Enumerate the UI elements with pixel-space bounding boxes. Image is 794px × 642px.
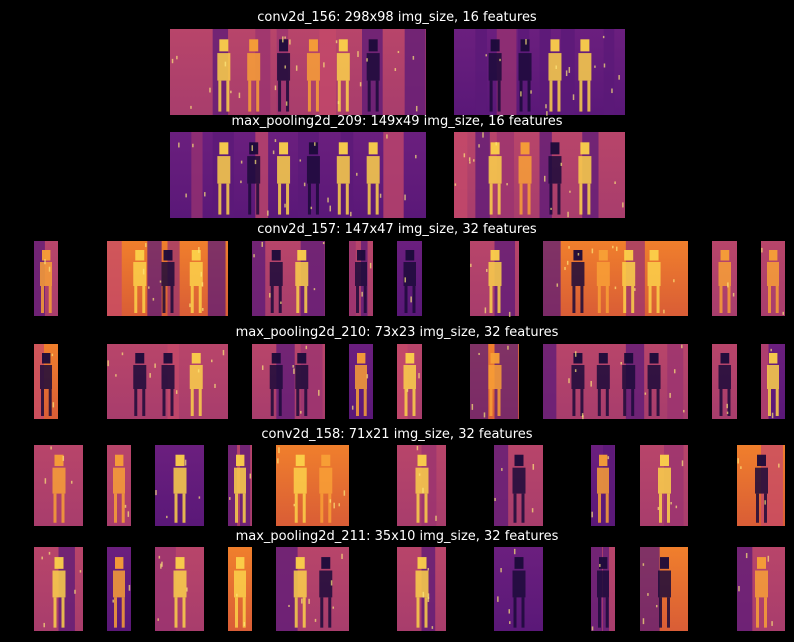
feature-map-tile: [276, 445, 349, 526]
feature-map-tile: [712, 241, 737, 316]
panel-max_pooling2d_210: max_pooling2d_210: 73x23 img_size, 32 fe…: [34, 325, 785, 420]
feature-map-tile: [276, 547, 349, 631]
feature-map-tile: [543, 344, 688, 420]
feature-map-tile: [252, 344, 325, 419]
feature-map-tile: [712, 344, 737, 419]
feature-map-tile: [107, 445, 131, 526]
feature-map-tile: [591, 445, 615, 526]
feature-map-tile: [155, 547, 204, 631]
panel-title: max_pooling2d_209: 149x49 img_size, 16 f…: [231, 114, 562, 129]
feature-map-tile: [170, 132, 426, 218]
feature-map-tile: [228, 547, 252, 631]
feature-map-tile: [34, 241, 58, 316]
feature-map-tile: [107, 344, 228, 419]
feature-map-tile: [107, 547, 131, 631]
panel-title: conv2d_156: 298x98 img_size, 16 features: [257, 10, 537, 25]
feature-map-tile: [761, 241, 785, 316]
feature-map-tile: [591, 547, 615, 631]
panel-max_pooling2d_209: max_pooling2d_209: 149x49 img_size, 16 f…: [170, 114, 625, 218]
feature-map-tile: [640, 445, 688, 526]
feature-map-tile: [228, 445, 252, 526]
feature-map-tile: [470, 344, 519, 419]
panel-title: max_pooling2d_210: 73x23 img_size, 32 fe…: [236, 325, 559, 340]
feature-map-tile: [397, 241, 422, 316]
feature-map-tile: [454, 132, 625, 218]
feature-map-tile: [349, 241, 373, 316]
feature-map-tile: [170, 29, 426, 115]
feature-map-tile: [155, 445, 204, 526]
panel-title: conv2d_158: 71x21 img_size, 32 features: [261, 427, 532, 442]
feature-map-tile: [494, 445, 543, 526]
panel-conv2d_157: conv2d_157: 147x47 img_size, 32 features: [34, 222, 785, 317]
panel-title: conv2d_157: 147x47 img_size, 32 features: [257, 222, 537, 237]
panel-max_pooling2d_211: max_pooling2d_211: 35x10 img_size, 32 fe…: [34, 529, 785, 631]
feature-map-tile: [34, 547, 83, 631]
feature-map-tile: [543, 241, 688, 316]
feature-map-tile: [470, 241, 519, 317]
feature-map-tile: [107, 241, 228, 316]
feature-map-tile: [397, 445, 446, 526]
feature-map-tile: [494, 547, 543, 631]
panel-conv2d_156: conv2d_156: 298x98 img_size, 16 features: [170, 10, 625, 116]
feature-map-tile: [640, 547, 688, 631]
feature-map-tile: [761, 344, 785, 419]
panel-conv2d_158: conv2d_158: 71x21 img_size, 32 features: [34, 427, 785, 526]
feature-map-tile: [349, 344, 373, 419]
feature-map-tile: [397, 344, 422, 419]
feature-map-tile: [737, 445, 785, 526]
feature-map-tile: [34, 344, 58, 419]
feature-map-tile: [34, 445, 83, 526]
panel-title: max_pooling2d_211: 35x10 img_size, 32 fe…: [236, 529, 559, 544]
feature-map-tile: [397, 547, 446, 631]
feature-map-tile: [737, 547, 785, 631]
feature-map-tile: [454, 29, 625, 116]
feature-map-tile: [252, 241, 325, 316]
